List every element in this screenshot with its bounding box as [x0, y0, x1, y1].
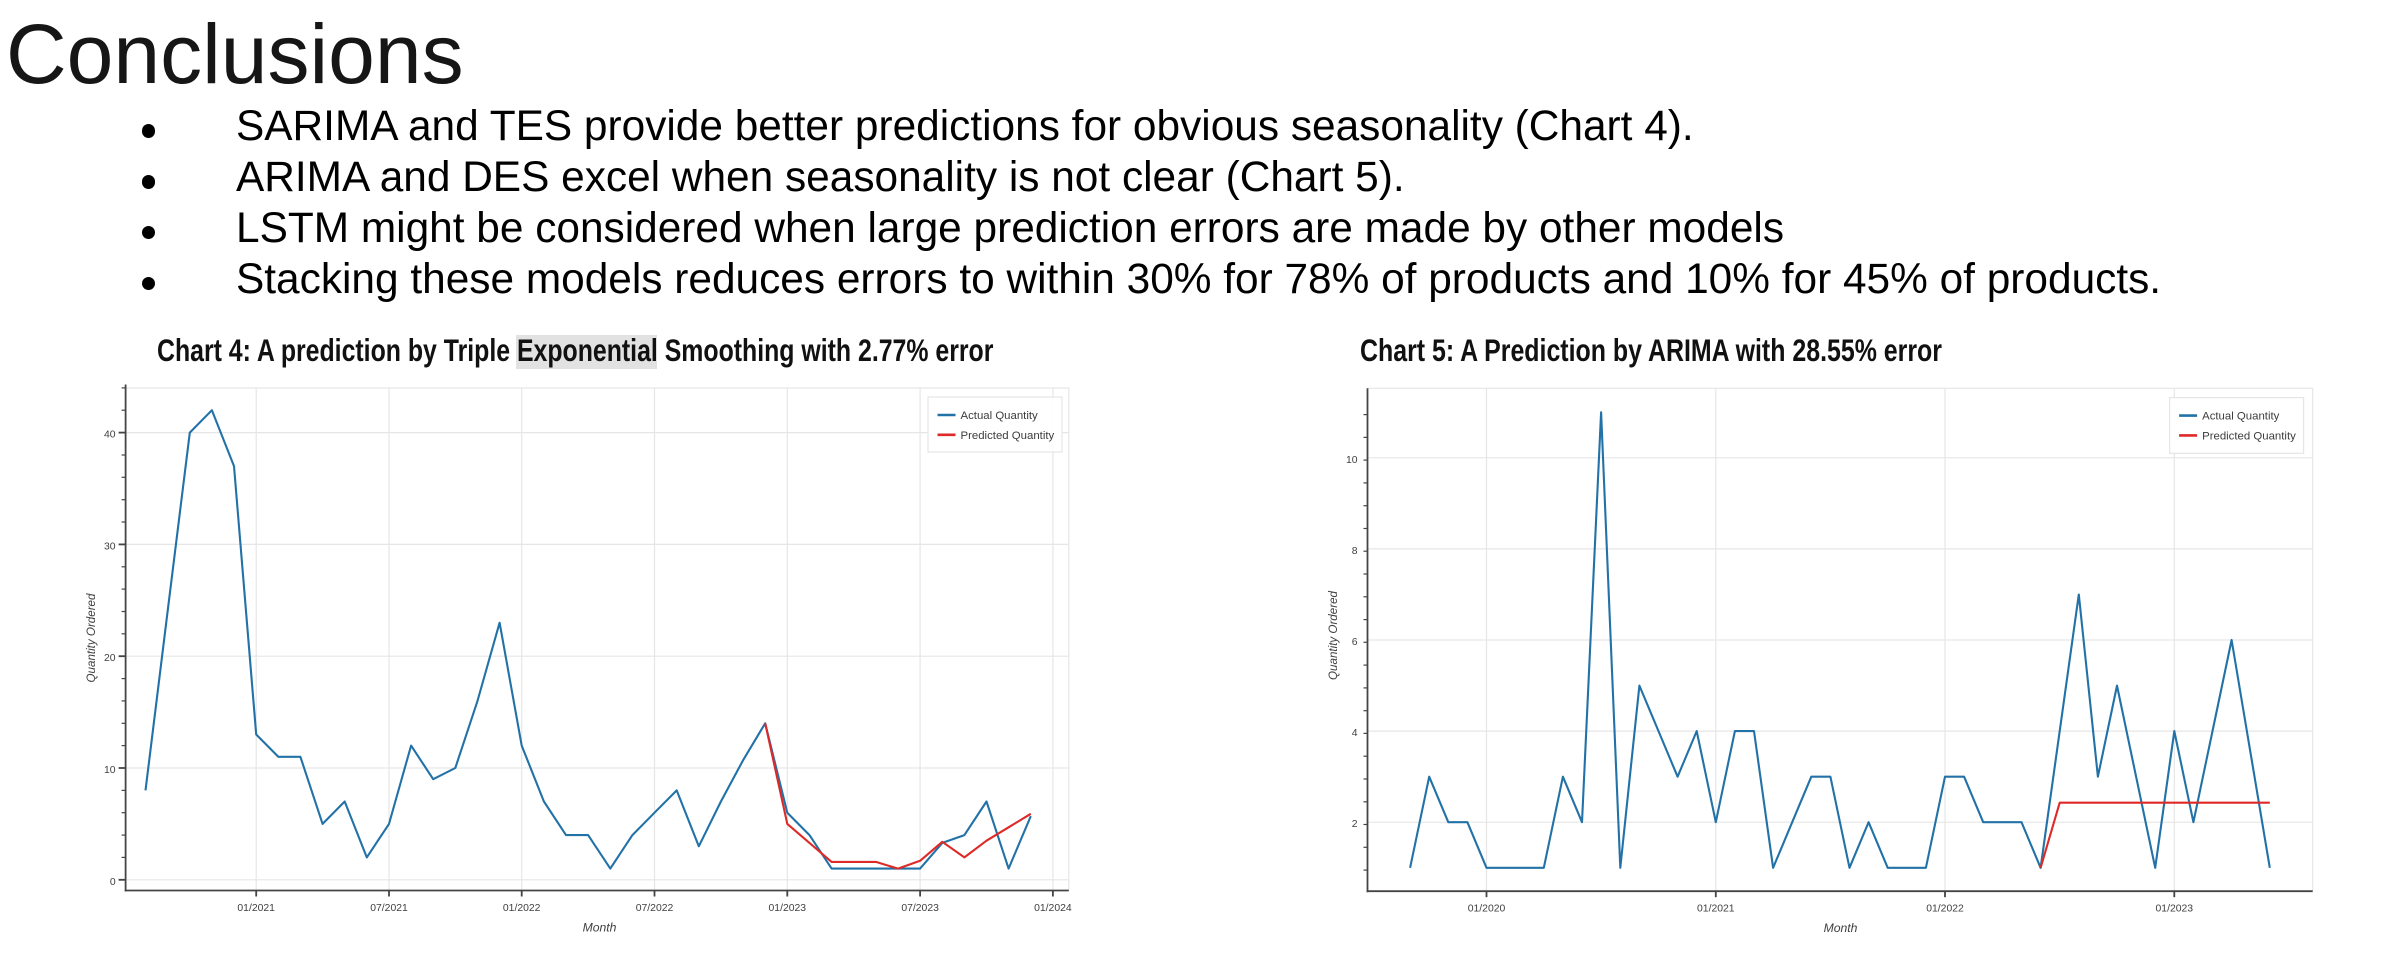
svg-text:07/2021: 07/2021	[370, 903, 408, 914]
svg-text:01/2024: 01/2024	[1034, 903, 1072, 914]
svg-text:Month: Month	[583, 921, 617, 935]
svg-text:07/2023: 07/2023	[901, 903, 939, 914]
svg-text:8: 8	[1352, 546, 1358, 557]
svg-text:30: 30	[104, 541, 116, 552]
svg-text:2: 2	[1352, 819, 1358, 830]
svg-text:01/2021: 01/2021	[237, 903, 275, 914]
svg-text:Predicted Quantity: Predicted Quantity	[2202, 430, 2296, 442]
svg-text:Quantity Ordered: Quantity Ordered	[85, 593, 98, 682]
svg-text:20: 20	[104, 653, 116, 664]
svg-text:Month: Month	[1824, 921, 1858, 935]
svg-text:4: 4	[1352, 728, 1358, 739]
svg-text:10: 10	[1346, 455, 1358, 466]
svg-text:01/2020: 01/2020	[1468, 904, 1506, 915]
svg-text:40: 40	[104, 430, 116, 441]
svg-text:0: 0	[110, 877, 116, 888]
svg-text:Quantity Ordered: Quantity Ordered	[1327, 590, 1340, 679]
svg-text:6: 6	[1352, 637, 1358, 648]
svg-text:01/2022: 01/2022	[1926, 904, 1964, 915]
svg-text:Actual Quantity: Actual Quantity	[961, 410, 1039, 422]
svg-text:01/2023: 01/2023	[769, 903, 807, 914]
svg-text:Predicted Quantity: Predicted Quantity	[961, 430, 1055, 442]
svg-text:10: 10	[104, 765, 116, 776]
svg-text:01/2022: 01/2022	[503, 903, 541, 914]
svg-text:01/2021: 01/2021	[1697, 904, 1735, 915]
svg-text:Actual Quantity: Actual Quantity	[2202, 411, 2280, 423]
svg-text:07/2022: 07/2022	[636, 903, 674, 914]
svg-text:01/2023: 01/2023	[2156, 904, 2194, 915]
